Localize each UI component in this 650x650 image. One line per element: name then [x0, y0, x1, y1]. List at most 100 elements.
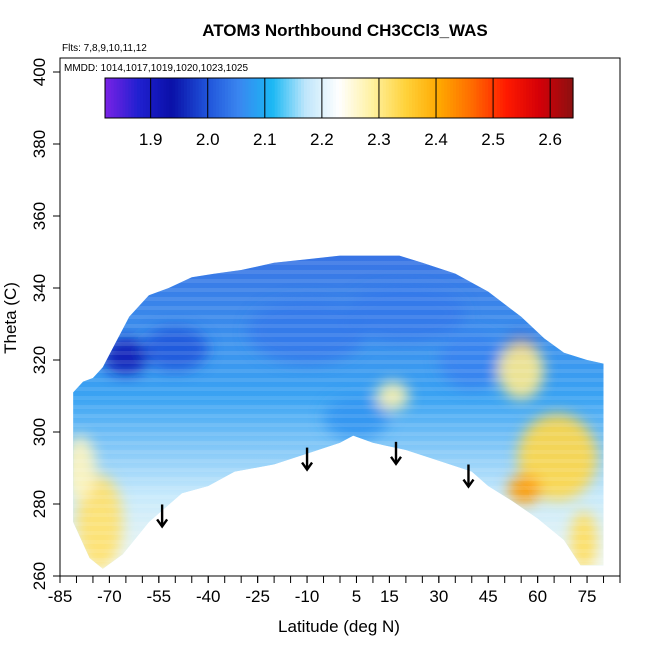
colorbar-swatch — [145, 78, 150, 118]
colorbar-swatch — [403, 78, 407, 118]
colorbar-swatch — [485, 78, 489, 118]
colorbar-swatch — [268, 78, 273, 118]
colorbar-swatch — [192, 78, 197, 118]
x-tick-label: 60 — [528, 587, 547, 606]
x-tick-label: 5 — [352, 587, 361, 606]
colorbar-swatch — [432, 78, 437, 118]
colorbar-swatch — [388, 78, 393, 118]
colorbar-swatch — [362, 78, 366, 118]
colorbar-swatch — [274, 78, 279, 118]
colorbar-swatch — [537, 78, 542, 118]
colorbar-swatch — [107, 78, 112, 118]
colorbar-swatch — [224, 78, 229, 118]
colorbar-swatch — [242, 78, 246, 118]
colorbar-swatch — [447, 78, 451, 118]
colorbar-swatch — [306, 78, 311, 118]
colorbar-swatch — [265, 78, 270, 118]
colorbar-tick-label: 2.3 — [367, 130, 391, 149]
colorbar-swatch — [341, 78, 346, 118]
colorbar-swatch — [523, 78, 527, 118]
x-tick-label: 30 — [429, 587, 448, 606]
colorbar-swatch — [420, 78, 425, 118]
y-tick-label: 280 — [30, 490, 49, 518]
x-tick-label: -55 — [147, 587, 172, 606]
colorbar-swatch — [350, 78, 355, 118]
colorbar-swatch — [230, 78, 235, 118]
colorbar-swatch — [134, 78, 138, 118]
colorbar-swatch — [415, 78, 419, 118]
colorbar-swatch — [517, 78, 521, 118]
arrow-marker — [301, 447, 314, 472]
colorbar-swatch — [204, 78, 208, 118]
colorbar-swatch — [344, 78, 349, 118]
arrow-marker — [462, 464, 475, 489]
colorbar-swatch — [189, 78, 194, 118]
colorbar-swatch — [309, 78, 314, 118]
colorbar-swatch — [371, 78, 375, 118]
colorbar-swatch — [131, 78, 135, 118]
colorbar-swatch — [453, 78, 457, 118]
colorbar-swatch — [219, 78, 223, 118]
colorbar-swatch — [257, 78, 261, 118]
colorbar-swatch — [532, 78, 536, 118]
colorbar-swatch — [479, 78, 483, 118]
colorbar-swatch — [464, 78, 469, 118]
y-tick-label: 260 — [30, 562, 49, 590]
x-tick-label: 15 — [380, 587, 399, 606]
colorbar-swatch — [201, 78, 206, 118]
y-tick-label: 360 — [30, 202, 49, 230]
colorbar-swatch — [520, 78, 524, 118]
x-tick-label: -70 — [97, 587, 122, 606]
colorbar-swatch — [397, 78, 402, 118]
colorbar-swatch — [239, 78, 244, 118]
x-tick-label: 75 — [578, 587, 597, 606]
colorbar-swatch — [151, 78, 156, 118]
colorbar-swatch — [368, 78, 372, 118]
colorbar-swatch — [339, 78, 343, 118]
colorbar-swatch — [271, 78, 276, 118]
x-tick-label: -85 — [48, 587, 73, 606]
colorbar-swatch — [245, 78, 249, 118]
colorbar-tick-label: 2.6 — [538, 130, 562, 149]
colorbar-swatch — [283, 78, 287, 118]
colorbar-swatch — [400, 78, 404, 118]
arrow-marker — [156, 504, 169, 529]
colorbar-swatch — [286, 78, 290, 118]
colorbar-swatch — [312, 78, 317, 118]
colorbar-tick-label: 2.4 — [424, 130, 448, 149]
colorbar-swatch — [318, 78, 323, 118]
colorbar-swatch — [178, 78, 182, 118]
dates-annotation: MMDD: 1014,1017,1019,1020,1023,1025 — [64, 63, 248, 74]
colorbar-swatch — [186, 78, 191, 118]
colorbar-swatch — [236, 78, 241, 118]
x-tick-label: -25 — [245, 587, 270, 606]
colorbar-swatch — [385, 78, 390, 118]
colorbar-swatch — [160, 78, 165, 118]
x-axis-label: Latitude (deg N) — [278, 617, 400, 636]
colorbar-swatch — [570, 78, 574, 118]
colorbar-swatch — [300, 78, 305, 118]
colorbar-swatch — [529, 78, 533, 118]
colorbar-swatch — [391, 78, 396, 118]
x-tick-label: -10 — [295, 587, 320, 606]
colorbar-swatch — [394, 78, 399, 118]
colorbar-swatch — [295, 78, 299, 118]
colorbar-swatch — [216, 78, 220, 118]
colorbar-swatch — [526, 78, 530, 118]
colorbar-swatch — [382, 78, 387, 118]
colorbar-swatch — [406, 78, 410, 118]
colorbar-swatch — [543, 78, 548, 118]
y-tick-label: 380 — [30, 130, 49, 158]
colorbar-swatch — [488, 78, 492, 118]
colorbar-swatch — [213, 78, 217, 118]
colorbar-swatch — [450, 78, 454, 118]
arrow-marker — [390, 441, 402, 466]
colorbar-swatch — [154, 78, 159, 118]
colorbar-swatch — [128, 78, 132, 118]
colorbar-swatch — [423, 78, 428, 118]
colorbar-swatch — [122, 78, 127, 118]
colorbar: 1.9 2.0 2.1 2.2 2.3 2.4 2.5 2.6 — [104, 77, 574, 149]
colorbar-swatch — [409, 78, 413, 118]
colorbar-swatch — [473, 78, 478, 118]
colorbar-swatch — [558, 78, 562, 118]
